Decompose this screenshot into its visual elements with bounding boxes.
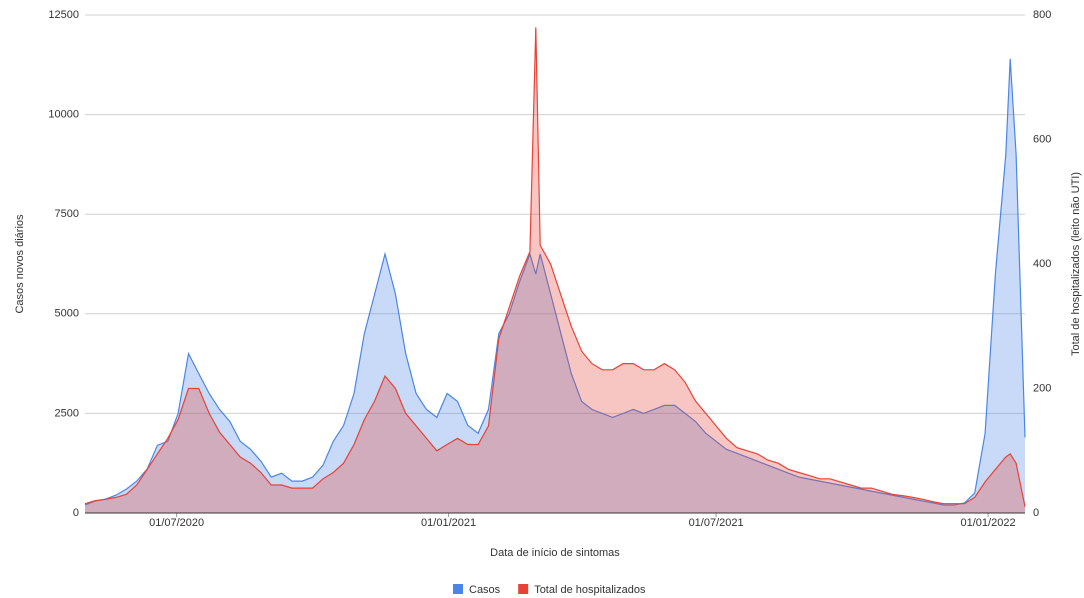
y-tick-label: 0 bbox=[73, 507, 79, 519]
legend-swatch bbox=[518, 584, 529, 594]
y-tick-label: 5000 bbox=[55, 308, 79, 320]
line bbox=[84, 27, 1026, 507]
y2-tick-label: 400 bbox=[1033, 258, 1051, 270]
x-tick-label: 01/01/2022 bbox=[961, 517, 1016, 529]
legend-label: Total de hospitalizados bbox=[534, 584, 646, 596]
x-axis-label: Data de início de sintomas bbox=[490, 547, 620, 559]
y2-tick-label: 0 bbox=[1033, 507, 1039, 519]
legend-swatch bbox=[453, 584, 463, 594]
y-tick-label: 12500 bbox=[48, 9, 79, 21]
y2-tick-label: 600 bbox=[1033, 133, 1051, 145]
x-tick-label: 01/01/2021 bbox=[421, 517, 476, 529]
y2-tick-label: 800 bbox=[1033, 9, 1051, 21]
y-axis-label: Casos novos diários bbox=[14, 214, 26, 314]
x-tick-label: 01/07/2021 bbox=[689, 517, 744, 529]
legend-label: Casos bbox=[469, 584, 501, 596]
y-tick-label: 10000 bbox=[48, 109, 79, 121]
line bbox=[84, 58, 1026, 506]
y-tick-label: 2500 bbox=[55, 407, 79, 419]
y-tick-label: 7500 bbox=[55, 208, 79, 220]
x-tick-label: 01/07/2020 bbox=[149, 517, 204, 529]
y2-tick-label: 200 bbox=[1033, 382, 1051, 394]
area bbox=[85, 58, 1025, 514]
y2-axis-label: Total de hospitalizados (leito não UTI) bbox=[1070, 172, 1082, 356]
area bbox=[85, 27, 1025, 514]
